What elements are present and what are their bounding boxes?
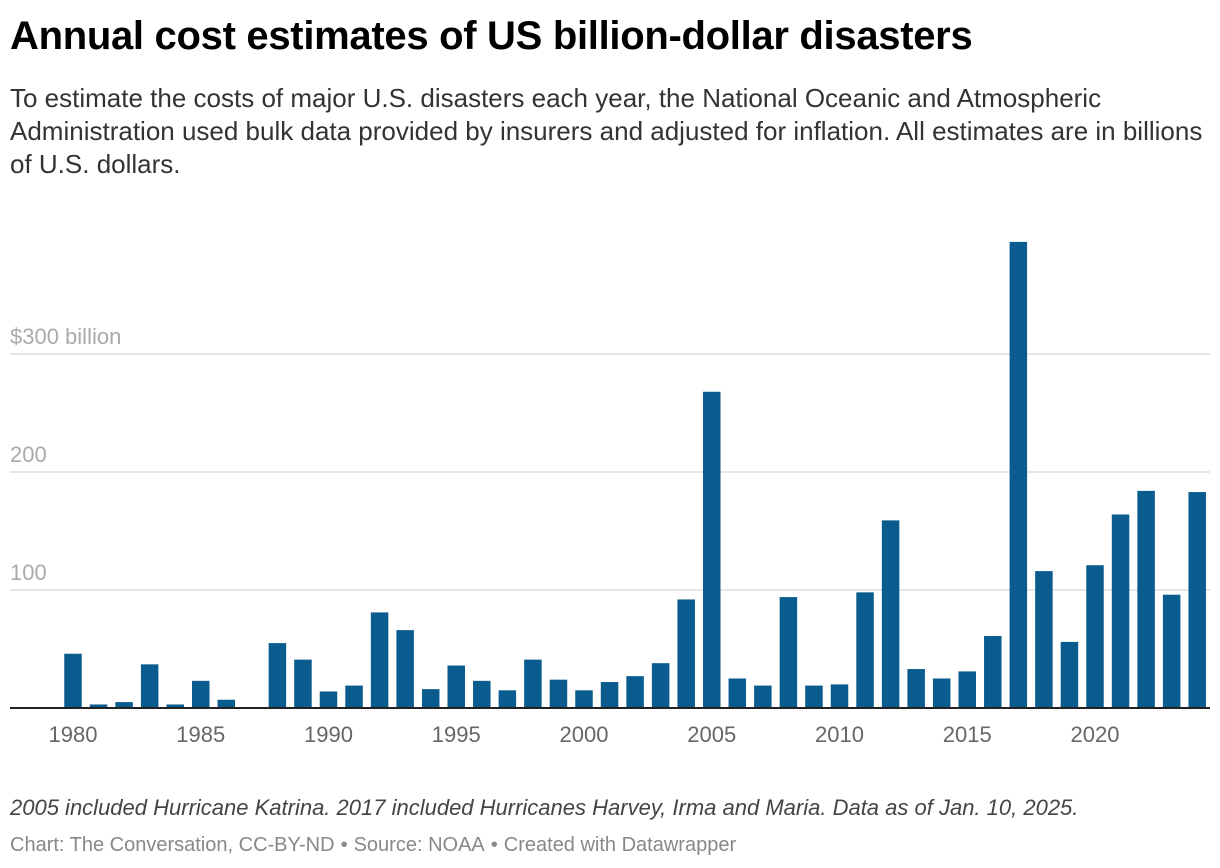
bar-2003 <box>651 663 670 708</box>
x-tick-label-2020: 2020 <box>1071 722 1120 747</box>
bar-2011 <box>856 592 874 708</box>
bar-2006 <box>728 678 747 708</box>
x-tick-label-1995: 1995 <box>432 722 481 747</box>
x-axis-ticks: 1980 1985 1990 1995 2000 2005 2010 2015 2020 <box>49 722 1120 747</box>
bar-2012 <box>881 520 900 708</box>
bar-2020 <box>1086 565 1104 708</box>
bar-2010 <box>830 684 849 708</box>
bars <box>64 241 1206 708</box>
y-tick-label-100: 100 <box>10 560 47 585</box>
y-tick-label-200: 200 <box>10 442 47 467</box>
x-tick-label-2005: 2005 <box>687 722 736 747</box>
bar-2009 <box>805 685 823 708</box>
bar-1990 <box>319 691 338 708</box>
bar-2018 <box>1035 571 1053 708</box>
bar-1988 <box>268 643 287 708</box>
separator-1: • <box>340 834 348 856</box>
bar-1993 <box>396 630 414 708</box>
bar-2002 <box>626 676 644 708</box>
bar-2017 <box>1009 241 1028 708</box>
x-tick-label-1985: 1985 <box>176 722 225 747</box>
source-text: Source: NOAA <box>353 834 485 856</box>
bar-2024 <box>1188 492 1206 708</box>
chart-title: Annual cost estimates of US billion-doll… <box>10 14 973 58</box>
bar-1982 <box>115 702 133 708</box>
gridlines <box>10 353 1210 591</box>
bar-1997 <box>498 690 517 708</box>
bar-1980 <box>64 653 82 708</box>
bar-1991 <box>345 685 363 708</box>
bar-2015 <box>958 671 976 708</box>
bar-2023 <box>1162 594 1181 708</box>
x-tick-label-2015: 2015 <box>943 722 992 747</box>
bar-2000 <box>575 690 593 708</box>
bar-2016 <box>984 636 1002 708</box>
bar-1989 <box>294 659 312 708</box>
bar-1981 <box>89 704 108 708</box>
chart-byline: Chart: The Conversation, CC-BY-ND • Source… <box>10 832 1210 858</box>
bar-chart: 100 200 $300 billion 1980 1985 1990 1995 2000 2… <box>10 241 1210 747</box>
separator-2: • <box>490 834 498 856</box>
bar-2007 <box>754 685 772 708</box>
bar-2001 <box>600 682 619 708</box>
bar-2013 <box>907 669 925 708</box>
chart-subtitle: To estimate the costs of major U.S. disa… <box>10 83 1203 179</box>
bar-1994 <box>421 689 440 708</box>
bar-2022 <box>1137 490 1155 708</box>
x-tick-label-2010: 2010 <box>815 722 864 747</box>
bar-1992 <box>370 612 389 708</box>
bar-1995 <box>447 665 465 708</box>
x-tick-label-1990: 1990 <box>304 722 353 747</box>
y-axis-labels: 100 200 $300 billion <box>10 324 121 585</box>
y-tick-label-300: $300 billion <box>10 324 121 349</box>
chart-notes: 2005 included Hurricane Katrina. 2017 in… <box>10 795 1079 820</box>
bar-1996 <box>473 680 491 708</box>
tool-text: Created with Datawrapper <box>503 834 737 856</box>
credit-text: Chart: The Conversation, CC-BY-ND <box>10 834 335 856</box>
bar-2005 <box>703 391 721 708</box>
bar-2014 <box>932 678 951 708</box>
bar-1986 <box>217 699 236 708</box>
bar-1998 <box>524 659 542 708</box>
bar-1983 <box>140 664 159 708</box>
bar-1999 <box>549 679 568 708</box>
bar-1985 <box>192 680 210 708</box>
bar-2008 <box>779 597 798 708</box>
x-tick-label-1980: 1980 <box>49 722 98 747</box>
x-tick-label-2000: 2000 <box>560 722 609 747</box>
bar-1984 <box>166 704 184 708</box>
bar-2021 <box>1111 514 1130 708</box>
bar-2019 <box>1060 641 1079 708</box>
bar-2004 <box>677 599 695 708</box>
